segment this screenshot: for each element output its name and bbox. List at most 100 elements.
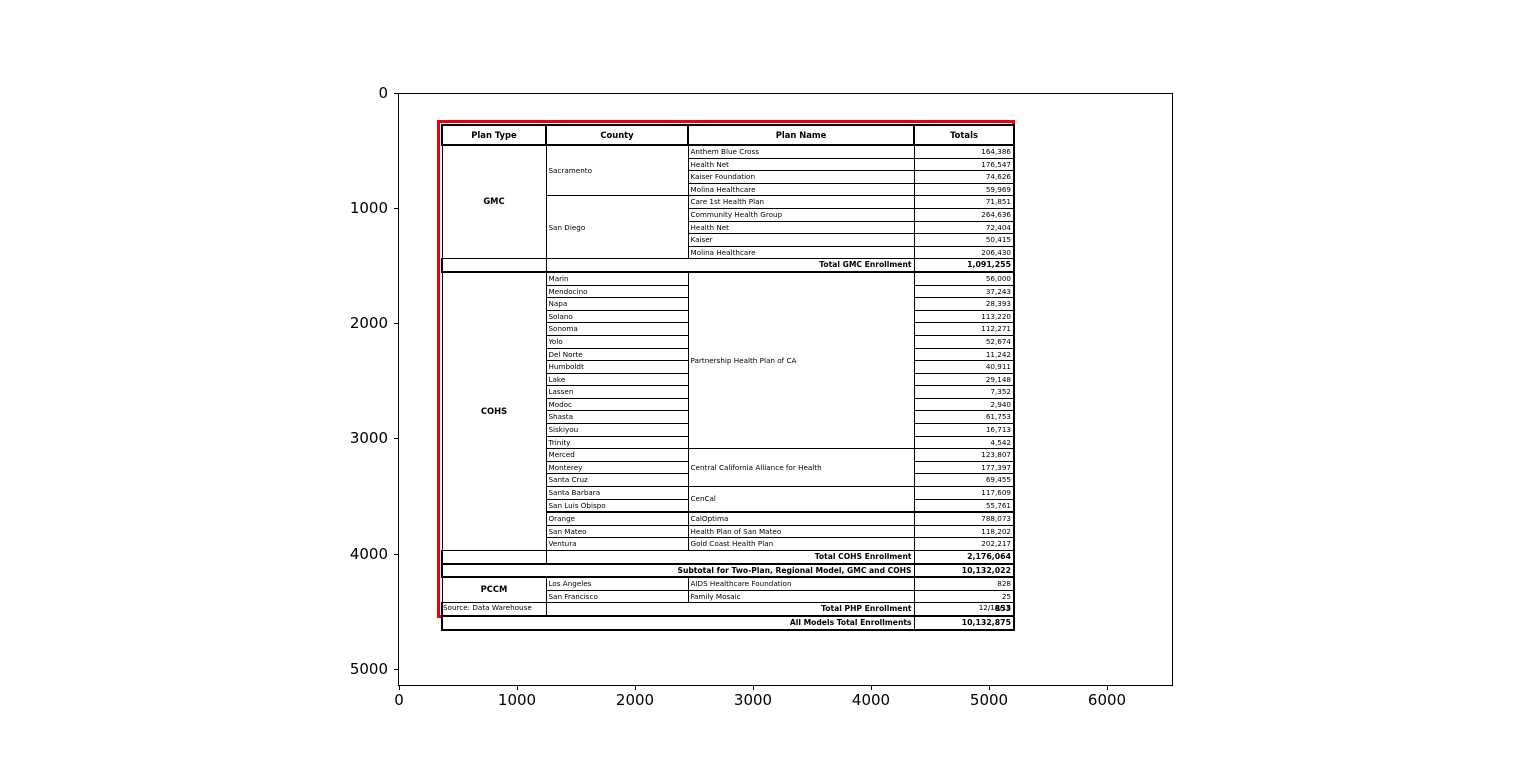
grandtotal-value: 10,132,875 bbox=[913, 615, 1015, 631]
spacer-cell bbox=[441, 549, 547, 565]
county-cell: Lake bbox=[545, 372, 689, 387]
y-tick-mark bbox=[394, 323, 398, 324]
plot-area: Plan Type County Plan Name Totals GMC Sa… bbox=[398, 93, 1173, 686]
x-tick-label: 6000 bbox=[1087, 691, 1127, 709]
x-tick-label: 2000 bbox=[615, 691, 655, 709]
total-cell: 55,761 bbox=[913, 498, 1015, 513]
total-cell: 123,807 bbox=[913, 448, 1015, 462]
column-header-totals: Totals bbox=[913, 124, 1015, 146]
total-cell: 50,415 bbox=[913, 233, 1015, 247]
table-row: San Mateo Health Plan of San Mateo 118,2… bbox=[442, 524, 1015, 539]
total-cell: 177,397 bbox=[913, 460, 1015, 475]
table-row: Ventura Gold Coast Health Plan 202,217 bbox=[442, 537, 1015, 551]
county-cell: Santa Cruz bbox=[545, 473, 689, 488]
county-cell: Napa bbox=[545, 297, 689, 311]
x-tick-mark bbox=[753, 686, 754, 690]
total-cell: 2,940 bbox=[913, 397, 1015, 412]
county-cell: Orange bbox=[545, 511, 689, 526]
total-cell: 202,217 bbox=[913, 537, 1015, 551]
total-cell: 164,386 bbox=[913, 144, 1015, 159]
total-cell: 74,626 bbox=[913, 170, 1015, 184]
county-cell: Yolo bbox=[545, 334, 689, 349]
enrollment-table: Plan Type County Plan Name Totals GMC Sa… bbox=[441, 124, 1015, 631]
table-row: Shasta 61,753 bbox=[442, 410, 1015, 425]
county-cell: Trinity bbox=[545, 435, 689, 450]
total-cell: 112,271 bbox=[913, 322, 1015, 336]
x-tick-label: 1000 bbox=[497, 691, 537, 709]
total-cell: 117,609 bbox=[913, 486, 1015, 500]
county-cell: San Diego bbox=[545, 195, 689, 260]
total-cell: 56,000 bbox=[913, 270, 1015, 286]
table-row: GMC Sacramento Anthem Blue Cross 164,386 bbox=[441, 144, 1015, 260]
table-row: Kaiser Foundation 74,626 bbox=[442, 170, 1015, 184]
column-header-plan-name: Plan Name bbox=[687, 124, 915, 146]
total-cell: 61,753 bbox=[913, 410, 1015, 425]
plan-name-cell: Health Plan of San Mateo bbox=[687, 524, 915, 539]
subtotal-value-cohs: 2,176,064 bbox=[913, 549, 1015, 565]
county-cell: Modoc bbox=[545, 397, 689, 412]
y-tick-label: 5000 bbox=[349, 660, 388, 678]
plan-name-cell: Molina Healthcare bbox=[687, 245, 915, 260]
total-cell: 113,220 bbox=[913, 309, 1015, 324]
total-cell: 40,911 bbox=[913, 360, 1015, 374]
total-cell: 37,243 bbox=[913, 284, 1015, 299]
subtotal-value-gmc: 1,091,255 bbox=[913, 258, 1015, 273]
y-tick-mark bbox=[394, 208, 398, 209]
table-row: Health Net 72,404 bbox=[442, 220, 1015, 235]
county-cell: Siskiyou bbox=[545, 423, 689, 437]
table-row: Merced Central California Alliance for H… bbox=[442, 448, 1015, 488]
plan-name-cell: AIDS Healthcare Foundation bbox=[687, 576, 915, 591]
x-tick-mark bbox=[517, 686, 518, 690]
x-tick-mark bbox=[635, 686, 636, 690]
plan-name-cell: Health Net bbox=[687, 157, 915, 172]
y-tick-label: 2000 bbox=[349, 314, 388, 332]
table-row: San Diego Care 1st Health Plan 71,851 bbox=[442, 195, 1015, 260]
subtotal-value-pccm: 853 bbox=[913, 602, 1015, 617]
y-tick-label: 4000 bbox=[349, 545, 388, 563]
table-header-row: Plan Type County Plan Name Totals bbox=[441, 124, 1015, 146]
table-row: Orange CalOptima 788,073 bbox=[442, 511, 1015, 526]
source-label: Source: Data Warehouse bbox=[443, 602, 532, 612]
total-cell: 264,636 bbox=[913, 207, 1015, 222]
y-tick-mark bbox=[394, 554, 398, 555]
plan-name-cell: Kaiser bbox=[687, 233, 915, 247]
y-tick-mark bbox=[394, 93, 398, 94]
total-cell: 7,352 bbox=[913, 385, 1015, 399]
county-cell: Shasta bbox=[545, 410, 689, 425]
county-cell: Solano bbox=[545, 309, 689, 324]
total-cell: 206,430 bbox=[913, 245, 1015, 260]
source-footer: Source: Data Warehouse 12/14/15 bbox=[441, 600, 1013, 614]
county-cell: Monterey bbox=[545, 460, 689, 475]
enrollment-table-region: Plan Type County Plan Name Totals GMC Sa… bbox=[437, 120, 1015, 631]
plan-name-cell: Gold Coast Health Plan bbox=[687, 537, 915, 551]
county-cell: Marin bbox=[545, 270, 689, 286]
total-cell: 59,969 bbox=[913, 182, 1015, 197]
total-cell: 52,674 bbox=[913, 334, 1015, 349]
y-tick-mark bbox=[394, 438, 398, 439]
plan-name-cell: Community Health Group bbox=[687, 207, 915, 222]
total-cell: 788,073 bbox=[913, 511, 1015, 526]
county-cell: Del Norte bbox=[545, 347, 689, 362]
midtotal-row: Subtotal for Two-Plan, Regional Model, G… bbox=[441, 563, 1015, 579]
table-row: PCCM Los Angeles AIDS Healthcare Foundat… bbox=[441, 576, 1015, 604]
x-tick-mark bbox=[1107, 686, 1108, 690]
midtotal-label: Subtotal for Two-Plan, Regional Model, G… bbox=[441, 563, 915, 579]
table-row: San Francisco Family Mosaic 25 bbox=[442, 589, 1015, 604]
total-cell: 4,542 bbox=[913, 435, 1015, 450]
x-tick-label: 5000 bbox=[969, 691, 1009, 709]
table-row: Kaiser 50,415 bbox=[442, 233, 1015, 247]
county-cell: Ventura bbox=[545, 537, 689, 551]
y-tick-label: 0 bbox=[378, 84, 388, 102]
table-row: COHS Marin Partnership Health Plan of CA… bbox=[441, 270, 1015, 551]
y-tick-mark bbox=[394, 669, 398, 670]
plan-name-cell: Health Net bbox=[687, 220, 915, 235]
total-cell: 28,393 bbox=[913, 297, 1015, 311]
source-date: 12/14/15 bbox=[978, 602, 1011, 612]
table-row: Lassen 7,352 bbox=[442, 385, 1015, 399]
subtotal-row-cohs: Total COHS Enrollment 2,176,064 bbox=[441, 549, 1015, 565]
y-tick-label: 1000 bbox=[349, 199, 388, 217]
midtotal-value: 10,132,022 bbox=[913, 563, 1015, 579]
grandtotal-row: All Models Total Enrollments 10,132,875 bbox=[441, 615, 1015, 631]
total-cell: 72,404 bbox=[913, 220, 1015, 235]
plan-name-cell: CalOptima bbox=[687, 511, 915, 526]
